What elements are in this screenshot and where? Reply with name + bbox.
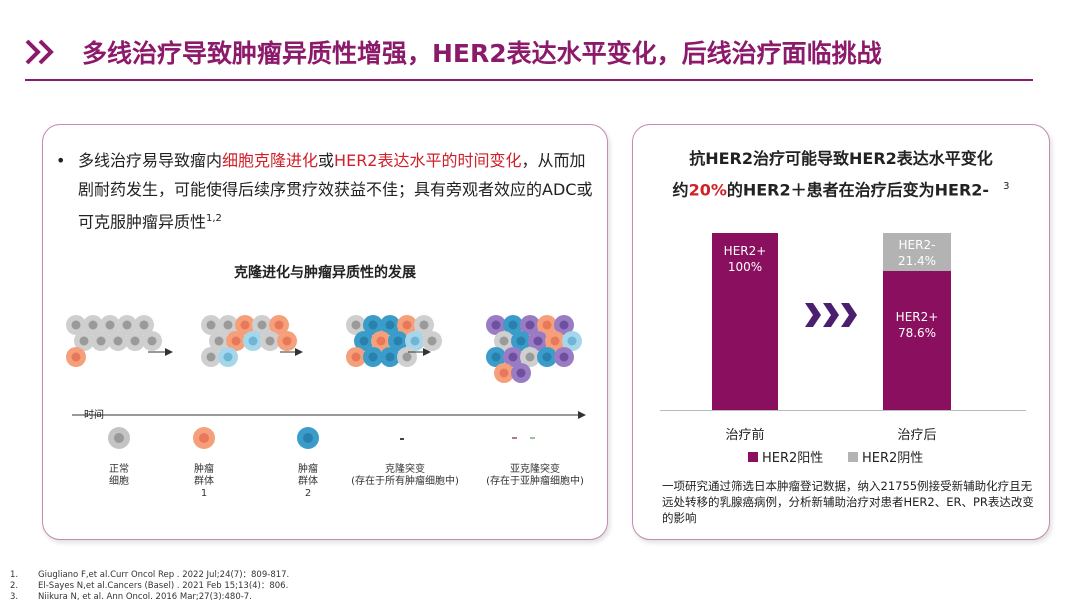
tumor-cell	[83, 315, 103, 335]
tumor-cell	[269, 315, 289, 335]
references: 1. Giugliano F,et al.Curr Oncol Rep . 202…	[10, 570, 289, 603]
tumor-cell	[66, 315, 86, 335]
tumor-cell	[363, 315, 383, 335]
double-chevron-icon	[25, 39, 54, 65]
bar-before-her2-positive: HER2+ 100%	[712, 233, 778, 410]
tumor-cell	[201, 315, 221, 335]
legend-subclonal-mutation: 亚克隆突变 (存在于亚肿瘤细胞中)	[486, 464, 584, 487]
tumor-cell	[537, 347, 557, 367]
time-label: 时间	[84, 410, 104, 421]
tumor-cell	[218, 315, 238, 335]
tumor-cell	[354, 331, 374, 351]
tumor-cell	[503, 347, 523, 367]
bullet-text: • 多线治疗易导致瘤内细胞克隆进化或HER2表达水平的时间变化，从而加剧耐药发生…	[56, 151, 593, 232]
tumor-cell	[511, 331, 531, 351]
legend-tumor-pop1: 肿瘤 群体 1	[194, 464, 214, 499]
tumor-cell	[117, 315, 137, 335]
clonal-evolution-illustration	[66, 315, 586, 419]
tumor-cell	[503, 315, 523, 335]
title-divider	[25, 79, 1033, 81]
legend-tumor-pop2: 肿瘤 群体 2	[298, 464, 318, 499]
legend-normal-cell: 正常 细胞	[109, 464, 129, 487]
bar-after-her2-negative: HER2- 21.4%	[883, 233, 951, 271]
tumor-cell	[520, 347, 540, 367]
tumor-cell	[422, 331, 442, 351]
tumor-cell	[100, 315, 120, 335]
tumor-cell	[528, 331, 548, 351]
tumor-cell	[243, 331, 263, 351]
tumor-cell	[511, 363, 531, 383]
tumor-cell	[363, 347, 383, 367]
tumor-cell	[252, 315, 272, 335]
tumor-cell	[201, 347, 221, 367]
tumor-cell	[405, 331, 425, 351]
tumor-cell	[142, 331, 162, 351]
tumor-cell	[235, 315, 255, 335]
tumor-cell	[380, 315, 400, 335]
tumor-cell	[397, 347, 417, 367]
illustration-title: 克隆进化与肿瘤异质性的发展	[234, 265, 416, 281]
tumor-cell	[486, 347, 506, 367]
tumor-cell	[346, 315, 366, 335]
right-title: 抗HER2治疗可能导致HER2表达水平变化 约20%的HER2＋患者在治疗后变为…	[672, 149, 1010, 200]
tumor-cell	[260, 331, 280, 351]
tumor-cell	[66, 347, 86, 367]
x-label-after: 治疗后	[897, 428, 937, 443]
tumor-cell	[346, 347, 366, 367]
right-panel	[632, 124, 1050, 540]
tumor-cell	[277, 331, 297, 351]
tumor-cell	[388, 331, 408, 351]
legend-cells	[108, 427, 535, 449]
tumor-cell	[108, 331, 128, 351]
tumor-cell	[486, 315, 506, 335]
tumor-cell	[545, 331, 565, 351]
triple-chevron-icon	[805, 303, 857, 327]
tumor-cell	[562, 331, 582, 351]
legend-clonal-mutation: 克隆突变 (存在于所有肿瘤细胞中)	[351, 464, 459, 487]
tumor-cell	[218, 347, 238, 367]
page-title: 多线治疗导致肿瘤异质性增强，HER2表达水平变化，后线治疗面临挑战	[82, 39, 882, 68]
tumor-cell	[209, 331, 229, 351]
tumor-cell	[91, 331, 111, 351]
tumor-cell	[134, 315, 154, 335]
tumor-cell	[554, 347, 574, 367]
legend-her2-negative: HER2阴性	[848, 447, 923, 466]
study-note: 一项研究通过筛选日本肿瘤登记数据，纳入21755例接受新辅助化疗且无远处转移的乳…	[662, 479, 1034, 525]
tumor-cell	[494, 331, 514, 351]
tumor-cell	[380, 347, 400, 367]
tumor-cell	[520, 315, 540, 335]
chart-baseline	[660, 410, 1026, 411]
reference-3: 3. Niikura N, et al. Ann Oncol. 2016 Mar;…	[10, 592, 252, 602]
clonal-mutation-icon	[400, 438, 404, 440]
tumor-cell	[226, 331, 246, 351]
legend-her2-positive: HER2阳性	[748, 447, 823, 466]
tumor-cell	[397, 315, 417, 335]
reference-1: 1. Giugliano F,et al.Curr Oncol Rep . 202…	[10, 570, 290, 580]
bar-after-her2-positive: HER2+ 78.6%	[883, 270, 951, 410]
tumor-cell	[371, 331, 391, 351]
tumor-cell	[125, 331, 145, 351]
tumor-cell	[537, 315, 557, 335]
tumor-cell	[414, 315, 434, 335]
tumor-cell	[74, 331, 94, 351]
reference-2: 2. El-Sayes N,et al.Cancers (Basel) . 202…	[10, 581, 289, 591]
tumor-cell	[554, 315, 574, 335]
tumor-cell	[494, 363, 514, 383]
subclonal-mutation-icon	[512, 437, 517, 439]
x-label-before: 治疗前	[725, 428, 765, 443]
